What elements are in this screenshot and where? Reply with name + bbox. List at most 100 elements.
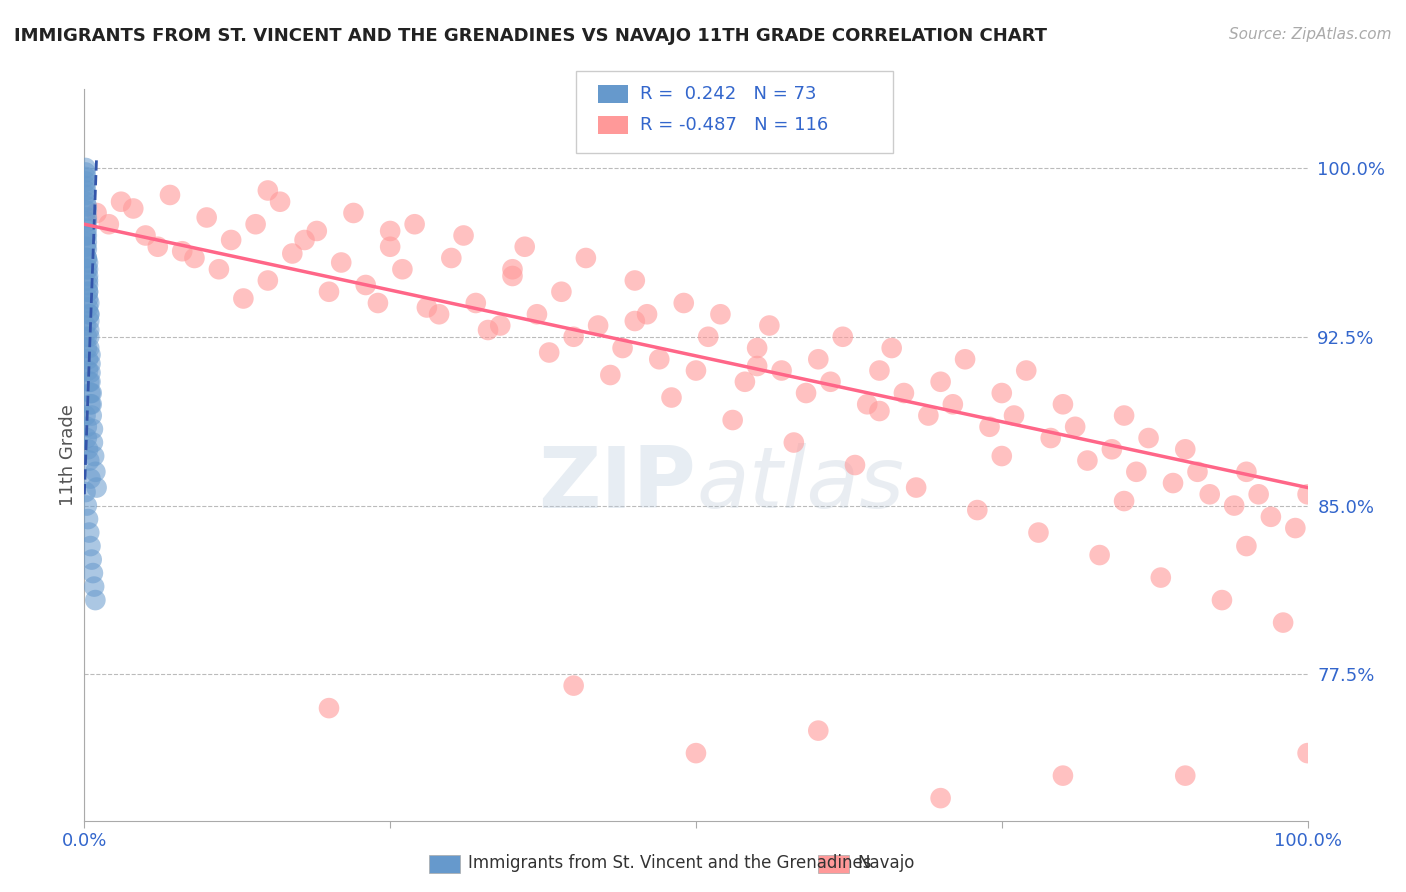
Point	[477, 323, 499, 337]
Point	[489, 318, 512, 333]
Point	[612, 341, 634, 355]
Point	[869, 363, 891, 377]
Point	[562, 330, 585, 344]
Point	[76, 431, 98, 445]
Point	[79, 471, 101, 485]
Point	[82, 422, 104, 436]
Point	[75, 165, 97, 179]
Point	[79, 348, 101, 362]
Text: R = -0.487   N = 116: R = -0.487 N = 116	[640, 116, 828, 134]
Point	[76, 242, 98, 256]
Point	[75, 485, 97, 500]
Point	[502, 268, 524, 283]
Text: IMMIGRANTS FROM ST. VINCENT AND THE GRENADINES VS NAVAJO 11TH GRADE CORRELATION : IMMIGRANTS FROM ST. VINCENT AND THE GREN…	[14, 27, 1047, 45]
Point	[330, 255, 353, 269]
Point	[599, 368, 621, 382]
Point	[75, 409, 97, 423]
Point	[86, 481, 108, 495]
Point	[80, 397, 103, 411]
Point	[76, 499, 98, 513]
Point	[685, 746, 707, 760]
Point	[146, 240, 169, 254]
Text: Source: ZipAtlas.com: Source: ZipAtlas.com	[1229, 27, 1392, 42]
Point	[502, 262, 524, 277]
Point	[917, 409, 939, 423]
Point	[77, 323, 100, 337]
Text: Navajo: Navajo	[858, 854, 915, 871]
Point	[624, 314, 647, 328]
Point	[1296, 746, 1319, 760]
Point	[648, 352, 671, 367]
Point	[1125, 465, 1147, 479]
Point	[77, 285, 100, 299]
Point	[636, 307, 658, 321]
Point	[354, 278, 377, 293]
Point	[991, 386, 1014, 401]
Point	[831, 330, 853, 344]
Point	[318, 701, 340, 715]
Point	[82, 566, 104, 580]
Point	[1187, 465, 1209, 479]
Point	[195, 211, 218, 225]
Point	[77, 301, 100, 315]
Point	[232, 292, 254, 306]
Point	[77, 285, 100, 299]
Point	[76, 211, 98, 225]
Point	[1114, 409, 1136, 423]
Point	[453, 228, 475, 243]
Point	[966, 503, 988, 517]
Point	[159, 188, 181, 202]
Point	[685, 363, 707, 377]
Point	[75, 174, 97, 188]
Point	[416, 301, 439, 315]
Text: atlas: atlas	[696, 442, 904, 525]
Point	[979, 419, 1001, 434]
Point	[75, 228, 97, 243]
Point	[550, 285, 572, 299]
Point	[464, 296, 486, 310]
Point	[1052, 769, 1074, 783]
Point	[76, 235, 98, 250]
Point	[208, 262, 231, 277]
Point	[76, 221, 98, 235]
Point	[76, 203, 98, 218]
Point	[734, 375, 756, 389]
Point	[929, 375, 952, 389]
Point	[75, 178, 97, 193]
Point	[122, 202, 145, 216]
Point	[97, 217, 120, 231]
Point	[77, 262, 100, 277]
Point	[83, 580, 105, 594]
Point	[1150, 571, 1173, 585]
Point	[1272, 615, 1295, 630]
Point	[219, 233, 242, 247]
Point	[624, 273, 647, 287]
Point	[367, 296, 389, 310]
Point	[1076, 453, 1098, 467]
Point	[794, 386, 817, 401]
Point	[380, 224, 402, 238]
Point	[1088, 548, 1111, 562]
Point	[79, 397, 101, 411]
Point	[77, 525, 100, 540]
Point	[820, 375, 842, 389]
Point	[77, 255, 100, 269]
Point	[76, 341, 98, 355]
Point	[76, 262, 98, 277]
Point	[76, 199, 98, 213]
Point	[562, 679, 585, 693]
Point	[77, 453, 100, 467]
Point	[880, 341, 903, 355]
Point	[953, 352, 976, 367]
Point	[77, 273, 100, 287]
Point	[257, 184, 280, 198]
Point	[575, 251, 598, 265]
Text: R =  0.242   N = 73: R = 0.242 N = 73	[640, 85, 817, 103]
Point	[1161, 476, 1184, 491]
Point	[404, 217, 426, 231]
Point	[84, 593, 107, 607]
Text: Immigrants from St. Vincent and the Grenadines: Immigrants from St. Vincent and the Gren…	[468, 854, 872, 871]
Point	[1064, 419, 1087, 434]
Point	[440, 251, 463, 265]
Point	[79, 357, 101, 371]
